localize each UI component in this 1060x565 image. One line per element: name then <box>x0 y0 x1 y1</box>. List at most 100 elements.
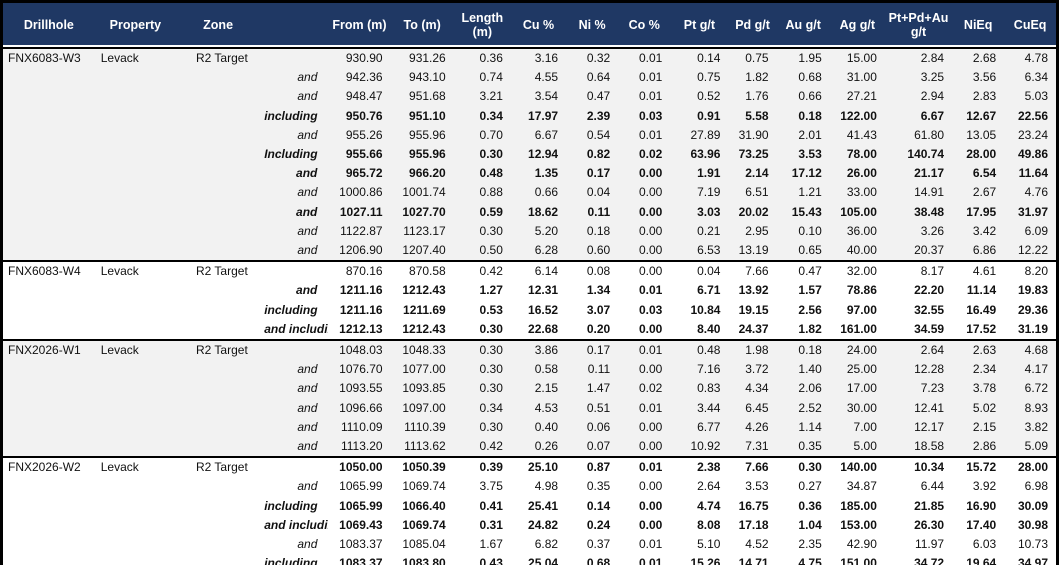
nieq-cell: 28.00 <box>952 145 1005 165</box>
nieq-cell: 17.52 <box>952 319 1005 341</box>
drillhole-cell: FNX2026-W2 <box>1 456 95 478</box>
table-row: and 1113.20 1113.62 0.42 0.26 0.07 0.00 10.92 7.… <box>1 437 1058 458</box>
cueq-cell: 30.09 <box>1004 496 1058 516</box>
length-cell: 0.70 <box>453 125 511 146</box>
from-cell: 942.36 <box>328 68 391 88</box>
au-cell: 0.30 <box>776 456 830 478</box>
from-cell: 1065.99 <box>328 477 391 497</box>
zone-cell <box>175 87 261 107</box>
co-cell: 0.00 <box>618 417 671 438</box>
property-cell <box>94 515 176 536</box>
pt-pd-au-cell: 34.72 <box>884 554 953 565</box>
cueq-cell: 29.36 <box>1004 300 1058 320</box>
qualifier-cell: and <box>260 437 329 458</box>
au-cell: 2.35 <box>776 535 830 555</box>
property-cell <box>94 437 176 458</box>
ni-cell: 3.07 <box>566 300 619 320</box>
qualifier-cell: and including <box>260 319 329 341</box>
drillhole-cell <box>1 437 95 458</box>
pt-cell: 7.16 <box>670 360 729 380</box>
to-cell: 1048.33 <box>390 339 454 361</box>
pt-cell: 3.03 <box>670 202 729 222</box>
property-cell: Levack <box>94 46 176 69</box>
from-cell: 1206.90 <box>328 241 391 262</box>
au-cell: 1.14 <box>776 417 830 438</box>
from-cell: 1076.70 <box>328 360 391 380</box>
ag-cell: 24.00 <box>829 339 885 361</box>
nieq-cell: 12.67 <box>952 106 1005 126</box>
ni-cell: 0.08 <box>566 260 619 282</box>
co-cell: 0.01 <box>618 46 671 69</box>
au-cell: 15.43 <box>776 202 830 222</box>
cu-cell: 16.52 <box>510 300 567 320</box>
drillhole-cell <box>1 496 95 516</box>
au-cell: 0.18 <box>776 339 830 361</box>
qualifier-cell: including <box>260 554 329 565</box>
to-cell: 943.10 <box>390 68 454 88</box>
length-cell: 0.50 <box>453 241 511 262</box>
to-cell: 1110.39 <box>390 417 454 438</box>
cueq-cell: 4.76 <box>1004 183 1058 203</box>
table-row: and 1211.16 1212.43 1.27 12.31 1.34 0.01 6.71 13… <box>1 281 1058 301</box>
from-cell: 1065.99 <box>328 496 391 516</box>
to-cell: 1069.74 <box>390 477 454 497</box>
zone-cell <box>175 300 261 320</box>
ag-cell: 161.00 <box>829 319 885 341</box>
table-header: Drillhole Property Zone From (m) To (m) Lengt… <box>1 1 1058 49</box>
ag-cell: 105.00 <box>829 202 885 222</box>
zone-cell: R2 Target <box>175 456 261 478</box>
cueq-cell: 4.78 <box>1004 46 1058 69</box>
pd-cell: 7.66 <box>728 260 777 282</box>
nieq-cell: 2.15 <box>952 417 1005 438</box>
length-cell: 0.36 <box>453 46 511 69</box>
pt-cell: 0.14 <box>670 46 729 69</box>
length-cell: 0.30 <box>453 145 511 165</box>
au-cell: 0.35 <box>776 437 830 458</box>
qualifier-cell <box>260 260 329 282</box>
length-cell: 3.21 <box>453 87 511 107</box>
ni-cell: 0.87 <box>566 456 619 478</box>
pt-cell: 0.21 <box>670 221 729 242</box>
ag-cell: 42.90 <box>829 535 885 555</box>
column-header-nieq: NiEq <box>952 1 1005 49</box>
nieq-cell: 17.40 <box>952 515 1005 536</box>
table-row: and 1065.99 1069.74 3.75 4.98 0.35 0.00 2.64 3.5… <box>1 477 1058 497</box>
to-cell: 1069.74 <box>390 515 454 536</box>
qualifier-cell: and <box>260 535 329 555</box>
to-cell: 1085.04 <box>390 535 454 555</box>
co-cell: 0.00 <box>618 496 671 516</box>
property-cell <box>94 535 176 555</box>
pt-cell: 0.83 <box>670 379 729 399</box>
pd-cell: 19.15 <box>728 300 777 320</box>
co-cell: 0.03 <box>618 106 671 126</box>
ni-cell: 1.47 <box>566 379 619 399</box>
nieq-cell: 2.83 <box>952 87 1005 107</box>
pd-cell: 13.92 <box>728 281 777 301</box>
ni-cell: 0.18 <box>566 221 619 242</box>
pt-pd-au-cell: 6.67 <box>884 106 953 126</box>
cueq-cell: 28.00 <box>1004 456 1058 478</box>
cu-cell: 18.62 <box>510 202 567 222</box>
ag-cell: 153.00 <box>829 515 885 536</box>
pt-pd-au-cell: 21.17 <box>884 164 953 184</box>
cu-cell: 6.67 <box>510 125 567 146</box>
ag-cell: 78.86 <box>829 281 885 301</box>
qualifier-cell: including <box>260 496 329 516</box>
from-cell: 1110.09 <box>328 417 391 438</box>
to-cell: 931.26 <box>390 46 454 69</box>
au-cell: 4.75 <box>776 554 830 565</box>
co-cell: 0.00 <box>618 183 671 203</box>
au-cell: 2.01 <box>776 125 830 146</box>
pd-cell: 6.45 <box>728 398 777 418</box>
qualifier-cell: and <box>260 221 329 242</box>
from-cell: 950.76 <box>328 106 391 126</box>
cueq-cell: 6.09 <box>1004 221 1058 242</box>
qualifier-cell: and <box>260 398 329 418</box>
zone-cell <box>175 106 261 126</box>
property-cell <box>94 106 176 126</box>
ag-cell: 15.00 <box>829 46 885 69</box>
au-cell: 2.52 <box>776 398 830 418</box>
pt-pd-au-cell: 61.80 <box>884 125 953 146</box>
ag-cell: 33.00 <box>829 183 885 203</box>
table-row: and 1083.37 1085.04 1.67 6.82 0.37 0.01 5.10 4.5… <box>1 535 1058 555</box>
